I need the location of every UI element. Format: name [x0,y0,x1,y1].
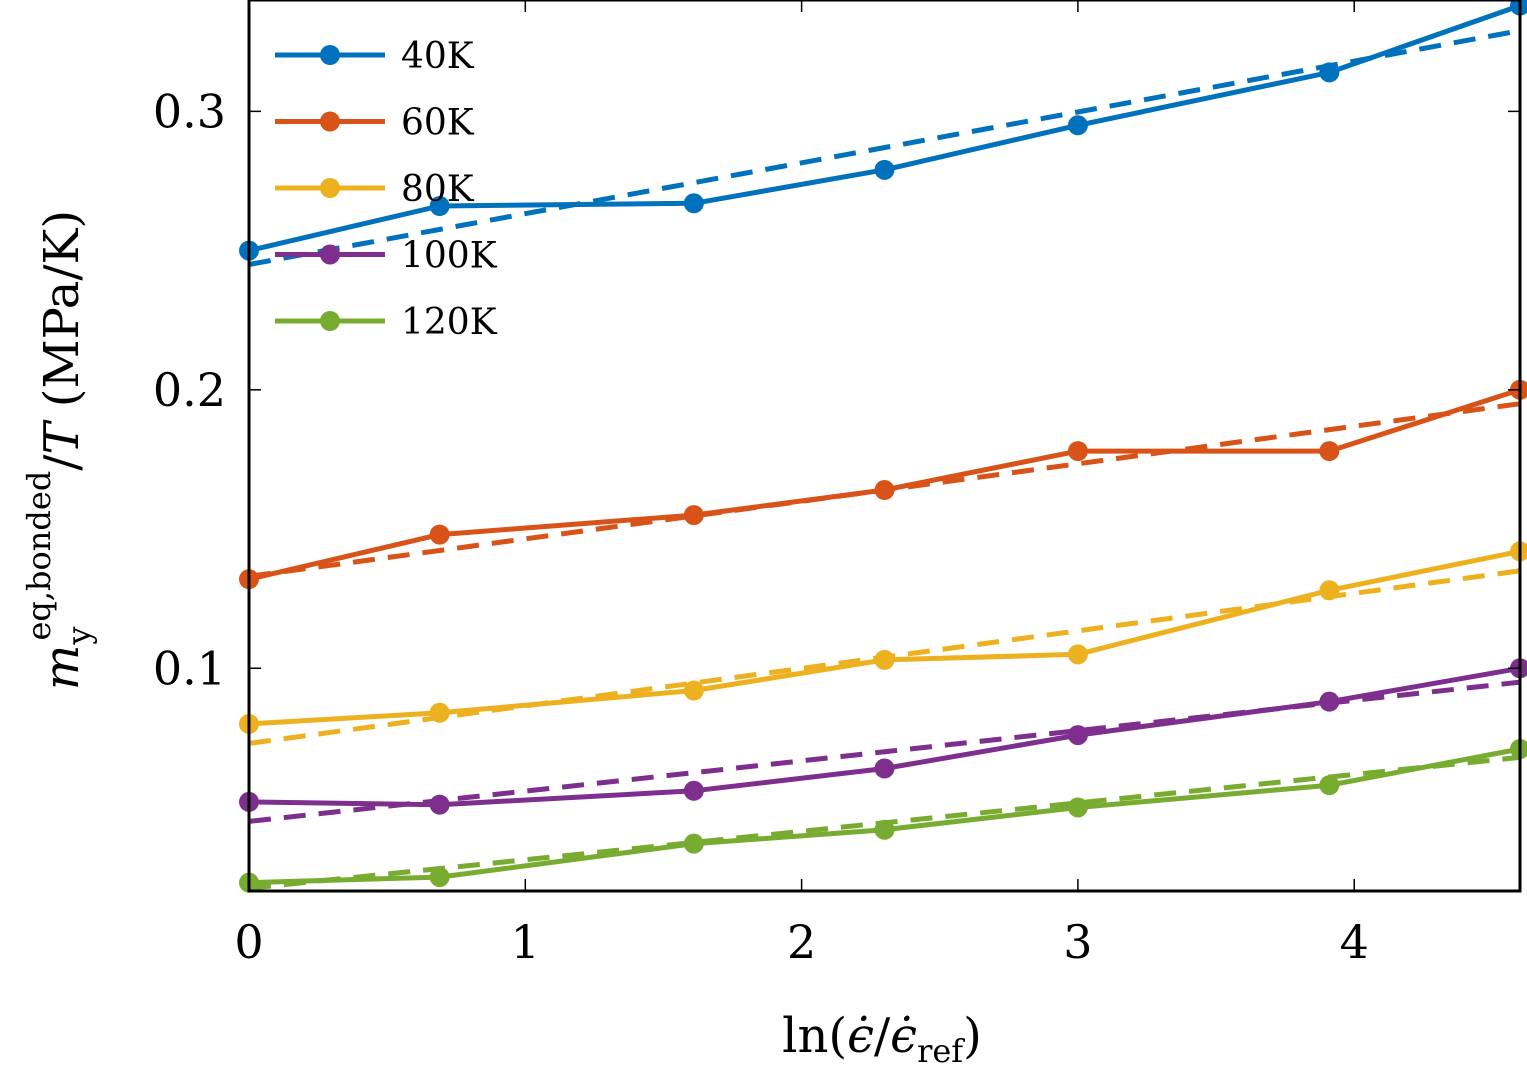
legend-label-100K: 100K [401,236,498,277]
data-point-60K [429,524,450,545]
data-point-100K [1067,725,1088,746]
data-point-120K [874,819,895,840]
data-point-100K [1319,691,1340,712]
legend-marker-120K [320,311,340,331]
y-axis-title: myeq,bonded/T (MPa/K) [20,210,98,690]
data-point-120K [683,833,704,854]
x-tick-label: 4 [1340,915,1369,969]
data-point-100K [429,794,450,815]
data-point-100K [683,780,704,801]
data-point-40K [1319,62,1340,83]
data-point-60K [874,480,895,501]
data-point-40K [874,159,895,180]
legend: 40K 60K 80K 100K 120K [275,36,498,343]
data-point-80K [1067,644,1088,665]
data-point-40K [429,196,450,217]
y-tick-label: 0.3 [153,84,226,138]
data-point-120K [1319,775,1340,796]
x-tick-label: 3 [1063,915,1092,969]
legend-label-80K: 80K [401,169,475,210]
data-point-80K [683,680,704,701]
y-tick-label: 0.2 [153,363,226,417]
data-point-120K [1067,797,1088,818]
data-point-80K [874,649,895,670]
data-point-80K [429,702,450,723]
data-point-40K [1067,115,1088,136]
y-tick-label: 0.1 [153,641,226,695]
data-point-80K [1319,580,1340,601]
plot-lines [239,0,1527,893]
plot-frame [247,0,1522,893]
x-tick-label: 0 [234,915,263,969]
data-point-120K [429,867,450,888]
x-tick-label: 1 [511,915,540,969]
data-point-60K [683,505,704,526]
data-point-60K [1067,441,1088,462]
x-tick-label: 2 [787,915,816,969]
data-point-40K [683,193,704,214]
data-point-60K [1319,441,1340,462]
fit-line-40K [248,28,1521,267]
legend-label-60K: 60K [401,103,475,144]
axis-ticks: 0 1 2 3 4 0.1 0.2 0.3 [153,0,1520,969]
legend-marker-80K [320,178,340,198]
data-point-100K [874,758,895,779]
legend-marker-100K [320,244,340,265]
legend-label-120K: 120K [401,302,498,343]
x-axis-title: ln(ϵ̇/ϵ̇ref) [782,1008,982,1070]
legend-label-40K: 40K [401,36,475,77]
legend-marker-60K [320,111,340,132]
legend-marker-40K [320,45,340,65]
